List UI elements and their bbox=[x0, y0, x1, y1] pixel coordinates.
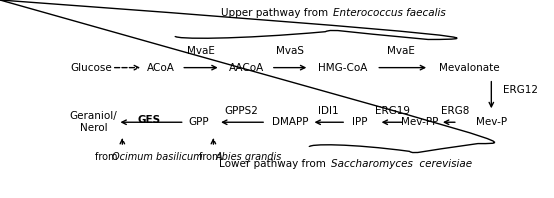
Text: GES: GES bbox=[137, 115, 160, 125]
Text: MvaS: MvaS bbox=[276, 46, 304, 56]
Text: Abies grandis: Abies grandis bbox=[216, 152, 282, 162]
Text: MvaE: MvaE bbox=[387, 46, 415, 56]
Text: Mev-PP: Mev-PP bbox=[401, 117, 438, 127]
Text: Geraniol/
Nerol: Geraniol/ Nerol bbox=[70, 111, 117, 133]
Text: Upper pathway from: Upper pathway from bbox=[222, 8, 332, 18]
Text: ACoA: ACoA bbox=[147, 63, 175, 73]
Text: MvaE: MvaE bbox=[187, 46, 214, 56]
Text: GPPS2: GPPS2 bbox=[224, 106, 258, 116]
Text: GPP: GPP bbox=[189, 117, 209, 127]
Text: IDI1: IDI1 bbox=[317, 106, 338, 116]
Text: ERG8: ERG8 bbox=[441, 106, 470, 116]
Text: Lower pathway from: Lower pathway from bbox=[219, 159, 330, 169]
Text: Enterococcus faecalis: Enterococcus faecalis bbox=[333, 8, 445, 18]
Text: IPP: IPP bbox=[352, 117, 367, 127]
Text: Glucose: Glucose bbox=[70, 63, 112, 73]
Text: Mevalonate: Mevalonate bbox=[439, 63, 500, 73]
Text: ERG19: ERG19 bbox=[375, 106, 409, 116]
Text: AACoA: AACoA bbox=[229, 63, 265, 73]
Text: DMAPP: DMAPP bbox=[272, 117, 309, 127]
Text: HMG-CoA: HMG-CoA bbox=[318, 63, 367, 73]
Text: ERG12: ERG12 bbox=[503, 85, 538, 95]
Text: Mev-P: Mev-P bbox=[476, 117, 507, 127]
Text: Saccharomyces  cerevisiae: Saccharomyces cerevisiae bbox=[331, 159, 472, 169]
Text: from: from bbox=[95, 152, 121, 162]
Text: from: from bbox=[199, 152, 224, 162]
Text: Ocimum basilicum: Ocimum basilicum bbox=[112, 152, 202, 162]
